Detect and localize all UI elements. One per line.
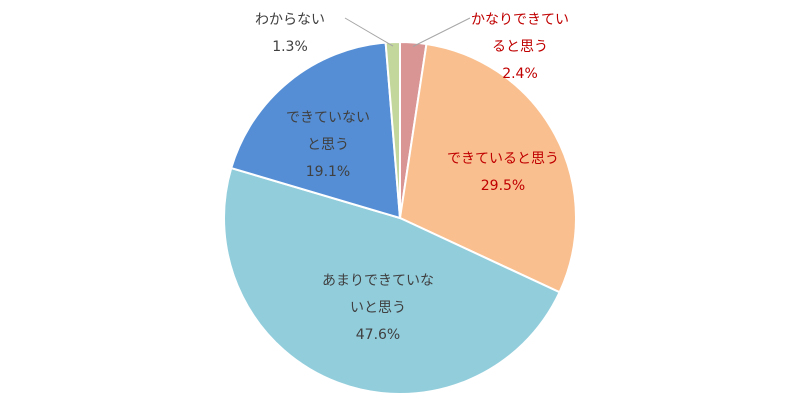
slice-label-2: あまりできていないと思う 47.6%: [322, 273, 434, 343]
pie-slice-2: [223, 166, 561, 395]
pie-slice-4: [384, 40, 401, 219]
leader-line-0: [412, 17, 471, 47]
slice-label-4: わからない 1.3%: [255, 12, 325, 55]
pie-slice-1: [398, 42, 578, 294]
slice-label-0: かなりできていると思う 2.4%: [471, 12, 569, 82]
leader-line-4: [344, 17, 394, 47]
pie-slice-3: [229, 41, 402, 220]
slice-label-1: できていると思う 29.5%: [447, 151, 559, 194]
slice-label-3: できていないと思う 19.1%: [286, 110, 370, 180]
